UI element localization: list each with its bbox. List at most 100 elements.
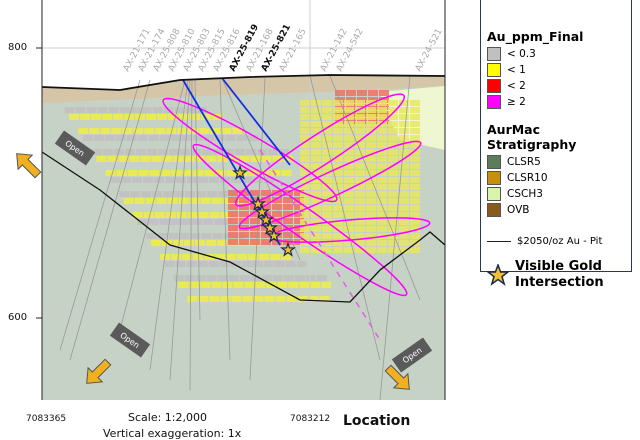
grade-block [167,198,178,204]
grade-block [366,184,376,190]
visible-gold-star [250,195,266,211]
grade-block [344,142,354,148]
grade-block [297,296,308,302]
grade-block [239,190,249,196]
grade-block [174,107,185,113]
grade-block [211,198,222,204]
grade-block [264,296,275,302]
grade-block [143,177,154,183]
grade-block [322,163,332,169]
grade-block [108,107,119,113]
grade-block [355,128,365,134]
grade-block [388,247,398,253]
legend-swatch [487,95,501,109]
grade-block [239,197,249,203]
grade-block [189,282,200,288]
grade-block [209,212,220,218]
grade-block [239,156,250,162]
open-arrow-icon [86,358,112,384]
grade-block [166,128,177,134]
grade-block [322,128,332,134]
grade-block [283,197,293,203]
grade-block [311,128,321,134]
grade-block [300,128,310,134]
grade-block [250,211,260,217]
grade-block [168,114,179,120]
grade-block [127,170,138,176]
grade-block [215,254,226,260]
grade-block [366,240,376,246]
grade-block [250,156,261,162]
grade-block [160,170,171,176]
grade-block [185,107,196,113]
grade-block [140,156,151,162]
grade-block [311,135,321,141]
grade-block [305,275,316,281]
grade-block [170,135,181,141]
grade-block [119,191,130,197]
grade-block [311,156,321,162]
grade-block [355,177,365,183]
grade-block [300,240,310,246]
grade-block [96,156,107,162]
grade-block [288,282,299,288]
dashed-trend [259,149,381,341]
grade-block [300,212,310,218]
grade-block [255,282,266,288]
grade-block [206,275,217,281]
grade-block [399,212,409,218]
grade-block [300,205,310,211]
grade-block [377,135,387,141]
grade-block [211,282,222,288]
grade-block [175,261,186,267]
grade-block [126,135,137,141]
grade-block [261,204,271,210]
grade-block [344,184,354,190]
drill-hole-trace [119,79,186,331]
grade-block [388,135,398,141]
grade-block [357,90,367,96]
grade-block [366,135,376,141]
legend-swatch [487,47,501,61]
grade-block [250,232,260,238]
drill-hole-trace [379,75,411,401]
grade-block [300,233,310,239]
grade-block [214,219,225,225]
open-arrow-icon [384,364,410,390]
grade-block [173,275,184,281]
drill-hole-trace [309,75,381,361]
vertical-exaggeration-label: Vertical exaggeration: 1x [103,427,242,440]
grade-block [388,191,398,197]
grade-block [311,170,321,176]
grade-block [182,254,193,260]
grade-block [179,114,190,120]
grade-block [410,198,420,204]
grade-block [233,198,244,204]
grade-block [201,114,212,120]
grade-block [162,156,173,162]
grade-block [399,163,409,169]
grade-block [388,184,398,190]
open-label: Open [391,337,433,373]
grade-block [130,191,141,197]
grade-block [308,296,319,302]
grade-block [300,156,310,162]
grade-block [123,198,134,204]
grade-block [399,205,409,211]
grade-block [200,198,211,204]
grade-block [130,107,141,113]
grade-block [281,254,292,260]
grade-block [333,233,343,239]
grade-block [219,261,230,267]
grade-block [239,239,249,245]
grade-block [198,212,209,218]
grade-block [344,149,354,155]
legend-swatch [487,187,501,201]
grade-block [355,170,365,176]
grade-block [377,114,387,120]
grade-block [187,212,198,218]
grade-block [218,191,229,197]
grade-block [311,163,321,169]
grade-block [233,282,244,288]
grade-block [143,212,154,218]
